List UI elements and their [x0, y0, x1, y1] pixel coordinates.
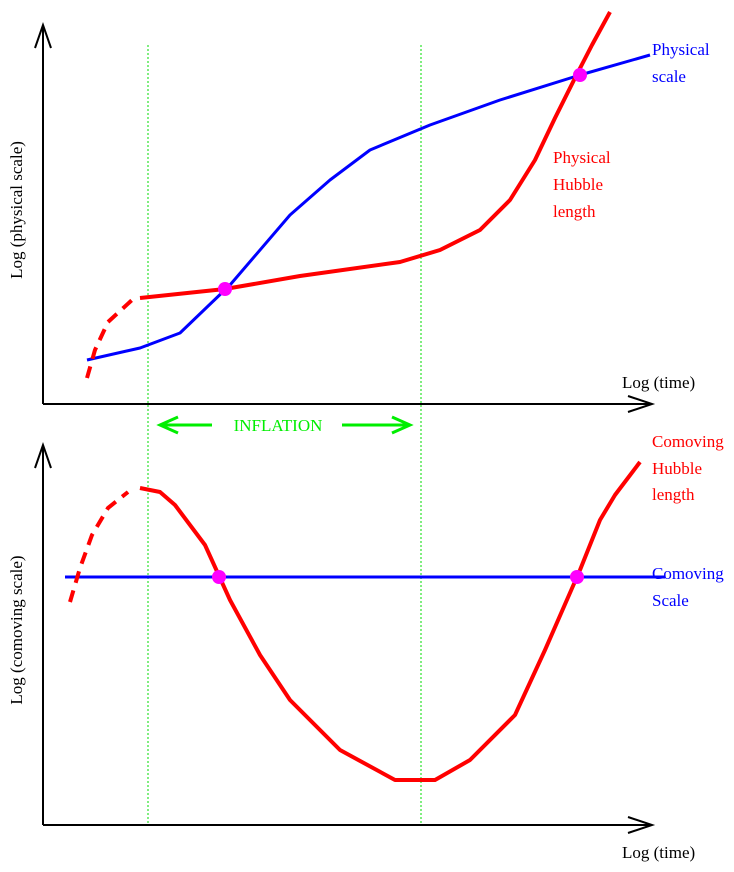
comoving-hubble-curve-dashed — [68, 490, 130, 603]
bottom-axes — [34, 441, 656, 834]
y-axis-label: Log (comoving scale) — [7, 555, 26, 704]
y-axis-label: Log (physical scale) — [7, 141, 26, 279]
physical-hubble-curve-dashed — [85, 298, 134, 379]
physical-hubble-curve — [139, 11, 612, 300]
curve-label: Physical — [652, 40, 710, 59]
physical-scale-curve — [86, 53, 651, 362]
crossing-dot — [212, 570, 226, 584]
inflation-arrows — [156, 415, 414, 435]
curve-label: Comoving — [652, 432, 724, 451]
x-axis-label: Log (time) — [622, 843, 695, 862]
curve-label: Hubble — [652, 459, 702, 478]
crossing-dot — [573, 68, 587, 82]
crossing-dot — [218, 282, 232, 296]
curve-label: Hubble — [553, 175, 603, 194]
curve-label: scale — [652, 67, 686, 86]
crossing-dot — [570, 570, 584, 584]
curve-label: length — [652, 485, 695, 504]
curve-label: length — [553, 202, 596, 221]
curve-label: Scale — [652, 591, 689, 610]
x-axis-label: Log (time) — [622, 373, 695, 392]
inflation-label: INFLATION — [234, 416, 323, 435]
comoving-hubble-curve — [139, 460, 642, 782]
top-axes — [34, 21, 656, 413]
curve-label: Comoving — [652, 564, 724, 583]
curve-label: Physical — [553, 148, 611, 167]
